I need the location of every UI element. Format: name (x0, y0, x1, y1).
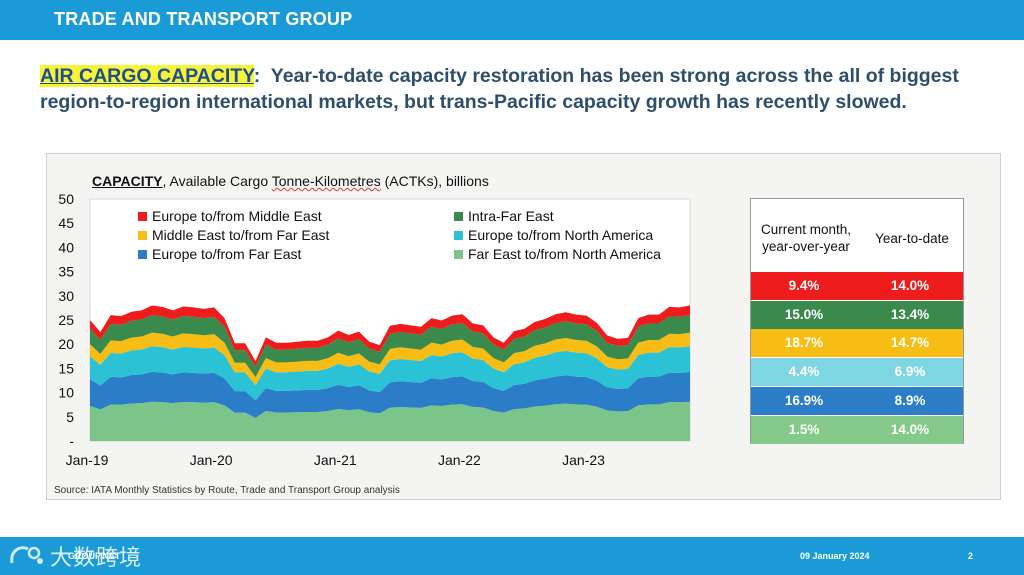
legend-swatch (138, 250, 147, 259)
y-tick-label: 10 (58, 385, 74, 401)
x-tick-label: Jan-23 (562, 452, 605, 468)
chart-title-underlined: Tonne-Kilometres (271, 173, 381, 189)
table-row: 1.5% 14.0% (751, 415, 963, 444)
x-tick-label: Jan-20 (190, 452, 233, 468)
legend-label: Europe to/from Middle East (152, 208, 322, 224)
chart-title-part1: , Available Cargo (162, 173, 272, 189)
table-row: 18.7% 14.7% (751, 329, 963, 358)
table-cell-ytd: 6.9% (894, 364, 926, 380)
table-cell-yoy: 18.7% (784, 335, 824, 351)
y-tick-label: - (69, 433, 74, 449)
table-cell-yoy: 15.0% (784, 306, 824, 322)
x-tick-label: Jan-22 (438, 452, 481, 468)
series-area (90, 346, 690, 401)
table-header-ytd: Year-to-date (875, 231, 949, 246)
table-row: 16.9% 8.9% (751, 386, 963, 415)
table-cell-ytd: 8.9% (894, 392, 926, 408)
stacked-area-chart: - 5 10 15 20 25 30 35 40 45 50 Jan-19 Jan-20 Jan-21 Ja… (58, 191, 691, 468)
y-tick-label: 5 (66, 409, 74, 425)
x-tick-label: Jan-21 (314, 452, 357, 468)
headline: AIR CARGO CAPACITY: Year-to-date capacit… (40, 63, 1000, 115)
legend-label: Europe to/from Far East (152, 246, 302, 262)
series-area (90, 314, 690, 378)
table-cell-yoy: 9.4% (788, 278, 820, 293)
table-cell-ytd: 14.0% (890, 421, 930, 437)
y-tick-label: 15 (58, 360, 74, 376)
y-tick-label: 25 (58, 312, 74, 328)
footer-bar: GROUP.NET 09 January 2024 2 (0, 537, 1024, 575)
table-cell-ytd: 14.7% (890, 335, 930, 351)
legend-swatch (138, 212, 147, 221)
page-number: 2 (968, 551, 974, 561)
header-bar: TRADE AND TRANSPORT GROUP (0, 0, 1024, 40)
headline-text: Year-to-date capacity restoration has be… (40, 65, 959, 113)
watermark-text: 大数跨境 (50, 546, 143, 571)
growth-table: Current month, year-over-year Year-to-da… (750, 198, 964, 444)
table-cell-yoy: 16.9% (784, 392, 824, 408)
series-area (90, 305, 690, 367)
y-tick-label: 50 (58, 191, 74, 207)
legend-label: Middle East to/from Far East (152, 227, 330, 243)
series-area (90, 371, 690, 418)
chart-title-part2: (ACTKs), billions (380, 173, 489, 189)
table-row: 15.0% 13.4% (751, 300, 963, 329)
table-row: 9.4% 14.0% (751, 272, 963, 300)
legend-swatch (454, 212, 463, 221)
header-title: TRADE AND TRANSPORT GROUP (54, 9, 353, 29)
legend-label: Intra-Far East (468, 208, 554, 224)
legend-swatch (454, 250, 463, 259)
legend-swatch (454, 231, 463, 240)
legend-swatch (138, 231, 147, 240)
chart-title: CAPACITY, Available Cargo Tonne-Kilometr… (92, 173, 489, 189)
legend-label: Europe to/from North America (468, 227, 653, 243)
table-header-yoy: Current month, year-over-year (760, 222, 852, 254)
series-area (90, 332, 690, 386)
y-tick-label: 35 (58, 264, 74, 280)
x-tick-label: Jan-19 (66, 452, 109, 468)
headline-highlight: AIR CARGO CAPACITY (40, 65, 254, 87)
y-tick-label: 40 (58, 239, 74, 255)
table-row: 4.4% 6.9% (751, 358, 963, 387)
headline-colon: : (253, 65, 261, 87)
table-cell-ytd: 14.0% (890, 278, 930, 293)
y-tick-label: 30 (58, 288, 74, 304)
footer-date: 09 January 2024 (800, 551, 870, 561)
source-note: Source: IATA Monthly Statistics by Route… (54, 485, 400, 496)
y-tick-label: 45 (58, 215, 74, 231)
series-area (90, 401, 690, 441)
table-cell-yoy: 1.5% (788, 421, 820, 437)
footer-url: GROUP.NET (68, 551, 121, 561)
table-cell-ytd: 13.4% (890, 306, 930, 322)
y-tick-label: 20 (58, 336, 74, 352)
watermark-logo-icon (10, 546, 43, 564)
chart-title-bold: CAPACITY (92, 173, 163, 189)
legend-label: Far East to/from North America (468, 246, 661, 262)
table-cell-yoy: 4.4% (788, 364, 820, 380)
